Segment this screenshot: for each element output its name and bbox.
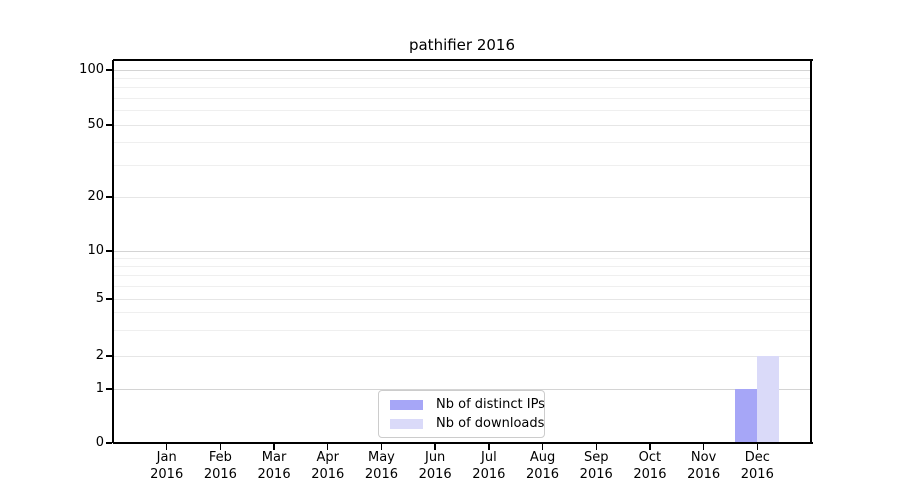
y-gridline-minor xyxy=(113,330,811,332)
y-gridline-major xyxy=(113,124,811,126)
y-tick-label: 10 xyxy=(87,242,104,258)
y-gridline-major xyxy=(113,298,811,300)
x-tick-label: Jan 2016 xyxy=(150,450,184,482)
x-tick-mark xyxy=(165,444,168,450)
y-gridline-minor xyxy=(113,285,811,287)
y-tick-mark xyxy=(106,250,112,252)
y-tick-label: 50 xyxy=(87,116,104,132)
y-tick-mark xyxy=(106,355,112,357)
y-gridline-minor xyxy=(113,257,811,259)
x-tick-label: Jun 2016 xyxy=(418,450,452,482)
x-tick-mark xyxy=(434,444,436,450)
y-tick-label: 100 xyxy=(79,61,104,77)
legend-swatch-distinct-ips xyxy=(390,399,423,410)
y-tick-label: 1 xyxy=(95,380,104,396)
legend-row-distinct-ips: Nb of distinct IPs xyxy=(390,397,545,412)
y-gridline-minor xyxy=(113,87,811,89)
y-gridline-minor xyxy=(113,142,811,144)
x-tick-mark xyxy=(380,444,383,450)
y-gridline-minor xyxy=(113,312,811,314)
y-tick-label: 2 xyxy=(95,347,104,363)
x-tick-label: Mar 2016 xyxy=(257,450,291,482)
bar-distinct-ips xyxy=(735,389,758,443)
y-tick-mark xyxy=(106,69,112,71)
x-tick-mark xyxy=(327,444,329,450)
chart-title: pathifier 2016 xyxy=(408,36,516,54)
y-gridline-minor xyxy=(113,275,811,277)
x-axis-line xyxy=(113,442,813,444)
y-gridline-major xyxy=(113,355,811,357)
x-tick-label: Oct 2016 xyxy=(633,450,667,482)
y-tick-mark xyxy=(106,442,112,444)
y-tick-label: 5 xyxy=(95,290,104,306)
legend-label-distinct-ips: Nb of distinct IPs xyxy=(436,397,545,412)
legend-box: Nb of distinct IPs Nb of downloads xyxy=(378,390,545,438)
x-tick-mark xyxy=(756,444,758,450)
x-tick-mark xyxy=(273,444,275,450)
y-gridline-minor xyxy=(113,110,811,112)
x-tick-label: May 2016 xyxy=(364,450,398,482)
x-tick-mark xyxy=(488,444,490,450)
x-tick-label: Sep 2016 xyxy=(579,450,613,482)
x-tick-label: Jul 2016 xyxy=(472,450,506,482)
x-tick-mark xyxy=(702,444,705,450)
x-tick-mark xyxy=(541,444,544,450)
y-tick-mark xyxy=(106,298,112,300)
y-gridline-major xyxy=(113,69,811,71)
x-tick-mark xyxy=(595,444,597,450)
y-gridline-minor xyxy=(113,77,811,79)
legend-row-downloads: Nb of downloads xyxy=(390,416,544,431)
y-gridline-minor xyxy=(113,164,811,166)
y-tick-label: 20 xyxy=(87,188,104,204)
y-gridline-major xyxy=(113,196,811,198)
x-tick-label: Apr 2016 xyxy=(311,450,345,482)
plot-area xyxy=(113,60,811,443)
y-tick-mark xyxy=(106,196,112,198)
legend-swatch-downloads xyxy=(390,418,423,429)
right-spine xyxy=(810,60,812,443)
y-gridline-minor xyxy=(113,97,811,99)
x-tick-label: Feb 2016 xyxy=(203,450,237,482)
y-gridline-major xyxy=(113,250,811,252)
y-axis-line xyxy=(112,60,114,443)
x-tick-label: Nov 2016 xyxy=(687,450,721,482)
x-tick-mark xyxy=(219,444,222,450)
x-tick-label: Dec 2016 xyxy=(740,450,774,482)
y-tick-mark xyxy=(106,124,112,126)
legend-label-downloads: Nb of downloads xyxy=(436,416,545,431)
x-tick-label: Aug 2016 xyxy=(525,450,560,482)
y-tick-label: 0 xyxy=(95,434,104,450)
y-gridline-minor xyxy=(113,265,811,267)
x-tick-mark xyxy=(649,444,651,450)
top-spine xyxy=(113,59,813,61)
y-tick-mark xyxy=(106,388,112,390)
bar-downloads xyxy=(757,356,780,443)
y-gridline-major xyxy=(113,388,811,390)
